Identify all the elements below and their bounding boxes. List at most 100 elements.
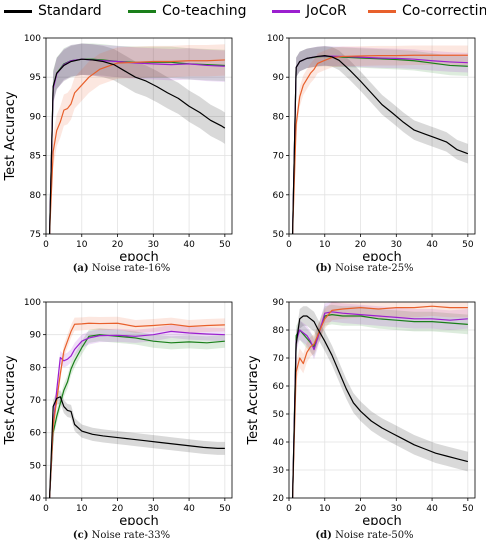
plot-frame — [288, 37, 476, 235]
caption-tag: (a) — [72, 263, 89, 274]
y-tick-label: 50 — [273, 410, 285, 420]
chart-panel-b: 0 10 20 30 40 50 50 60 70 80 90 100 epoch — [243, 26, 486, 261]
band-co-correcting — [49, 44, 225, 234]
y-tick-label: 50 — [273, 230, 285, 240]
x-tick-label: 10 — [76, 240, 88, 250]
x-tick-label: 40 — [426, 504, 438, 514]
y-axis-label: Test Accuracy — [3, 355, 18, 445]
band-co-teaching — [49, 328, 225, 498]
caption-a: (a) Noise rate-16% — [0, 263, 243, 274]
x-tick-label: 10 — [319, 504, 331, 514]
caption-text: Noise rate-25% — [335, 263, 414, 274]
x-tick-label: 20 — [355, 504, 367, 514]
x-tick-label: 50 — [462, 504, 474, 514]
x-tick-label: 0 — [43, 240, 49, 250]
chart-noise-16: 0 10 20 30 40 50 75 80 85 90 95 100 epoch Test Accura… — [3, 34, 233, 261]
y-tick-label: 90 — [273, 73, 285, 83]
caption-text: Noise rate-16% — [91, 263, 171, 274]
series-line-standard — [291, 55, 469, 234]
plot-area — [289, 38, 475, 234]
band-standard — [292, 45, 468, 235]
x-tick-label: 30 — [391, 504, 403, 514]
x-tick-label: 40 — [183, 504, 195, 514]
x-tick-label: 30 — [391, 240, 403, 250]
x-axis-label: epoch — [119, 250, 159, 261]
caption-tag: (d) — [315, 530, 332, 541]
x-tick-label: 30 — [148, 504, 160, 514]
legend-swatch — [272, 9, 300, 13]
x-tick-label: 50 — [462, 240, 474, 250]
y-tick-label: 70 — [273, 354, 285, 364]
x-tick-label: 40 — [426, 240, 438, 250]
legend-item-co-correcting: Co-correcting — [368, 2, 486, 20]
y-tick-label: 90 — [30, 331, 42, 341]
x-axis-label: epoch — [119, 514, 159, 525]
y-tick-label: 20 — [273, 494, 285, 504]
y-tick-label: 100 — [24, 298, 41, 308]
x-tick-label: 30 — [148, 240, 160, 250]
y-tick-label: 80 — [30, 191, 42, 201]
caption-b: (b) Noise rate-25% — [243, 263, 486, 274]
caption-tag: (b) — [315, 263, 332, 274]
x-axis-label: epoch — [362, 250, 402, 261]
band-standard — [292, 306, 468, 498]
chart-panel-d: 0 10 20 30 40 50 20 30 40 50 60 70 80 90 epoch Test Acc… — [243, 290, 486, 525]
y-tick-label: 100 — [24, 34, 41, 44]
plot-frame — [288, 301, 476, 499]
x-tick-label: 10 — [319, 240, 331, 250]
caption-text: Noise rate-50% — [335, 530, 414, 541]
y-tick-label: 40 — [30, 494, 42, 504]
x-tick-label: 50 — [219, 504, 231, 514]
legend-swatch — [128, 9, 156, 13]
chart-panel-c: 0 10 20 30 40 50 40 50 60 70 80 90 100 epoch Test Accu… — [0, 290, 243, 525]
y-tick-label: 100 — [267, 34, 284, 44]
plot-frame — [45, 37, 233, 235]
series-line-co-teaching — [48, 334, 225, 498]
series-line-standard — [48, 396, 225, 498]
legend-label: Standard — [38, 3, 102, 19]
band-jocor — [292, 302, 468, 498]
legend-label: Co-correcting — [402, 3, 486, 19]
series-line-co-correcting — [291, 54, 468, 234]
legend-item-standard: Standard — [4, 2, 102, 20]
plot-area — [46, 38, 232, 234]
x-tick-label: 0 — [43, 504, 49, 514]
y-tick-label: 70 — [30, 396, 42, 406]
legend-item-co-teaching: Co-teaching — [128, 2, 247, 20]
series-line-co-correcting — [291, 305, 468, 498]
series-line-co-correcting — [48, 322, 225, 498]
x-tick-label: 0 — [286, 240, 292, 250]
plot-area — [289, 302, 475, 498]
y-axis-label: Test Accuracy — [3, 91, 18, 181]
y-tick-label: 90 — [273, 298, 285, 308]
legend-label: JoCoR — [306, 3, 347, 19]
caption-text: Noise rate-33% — [91, 530, 171, 541]
x-tick-label: 0 — [286, 504, 292, 514]
y-tick-label: 80 — [30, 363, 42, 373]
legend-swatch — [4, 9, 32, 13]
band-co-teaching — [292, 304, 468, 498]
series-line-standard — [291, 315, 468, 498]
caption-c: (c) Noise rate-33% — [0, 530, 243, 541]
y-tick-label: 60 — [273, 191, 285, 201]
x-tick-label: 20 — [355, 240, 367, 250]
y-tick-label: 85 — [30, 152, 41, 162]
y-tick-label: 80 — [273, 326, 285, 336]
x-tick-label: 20 — [112, 240, 124, 250]
x-axis-label: epoch — [362, 514, 402, 525]
y-tick-label: 50 — [30, 461, 42, 471]
x-tick-label: 10 — [76, 504, 88, 514]
legend-item-jocor: JoCoR — [272, 2, 347, 20]
series-line-co-correcting — [48, 59, 225, 234]
y-tick-label: 75 — [30, 230, 41, 240]
y-tick-label: 60 — [273, 382, 285, 392]
y-tick-label: 90 — [30, 112, 42, 122]
series-line-standard — [48, 58, 226, 234]
chart-noise-25: 0 10 20 30 40 50 50 60 70 80 90 100 epoch — [267, 34, 476, 261]
caption-d: (d) Noise rate-50% — [243, 530, 486, 541]
series-line-jocor — [48, 330, 225, 498]
chart-panel-a: 0 10 20 30 40 50 75 80 85 90 95 100 epoch Test Accura… — [0, 26, 243, 261]
x-tick-label: 20 — [112, 504, 124, 514]
legend-label: Co-teaching — [162, 3, 247, 19]
y-tick-label: 40 — [273, 438, 285, 448]
